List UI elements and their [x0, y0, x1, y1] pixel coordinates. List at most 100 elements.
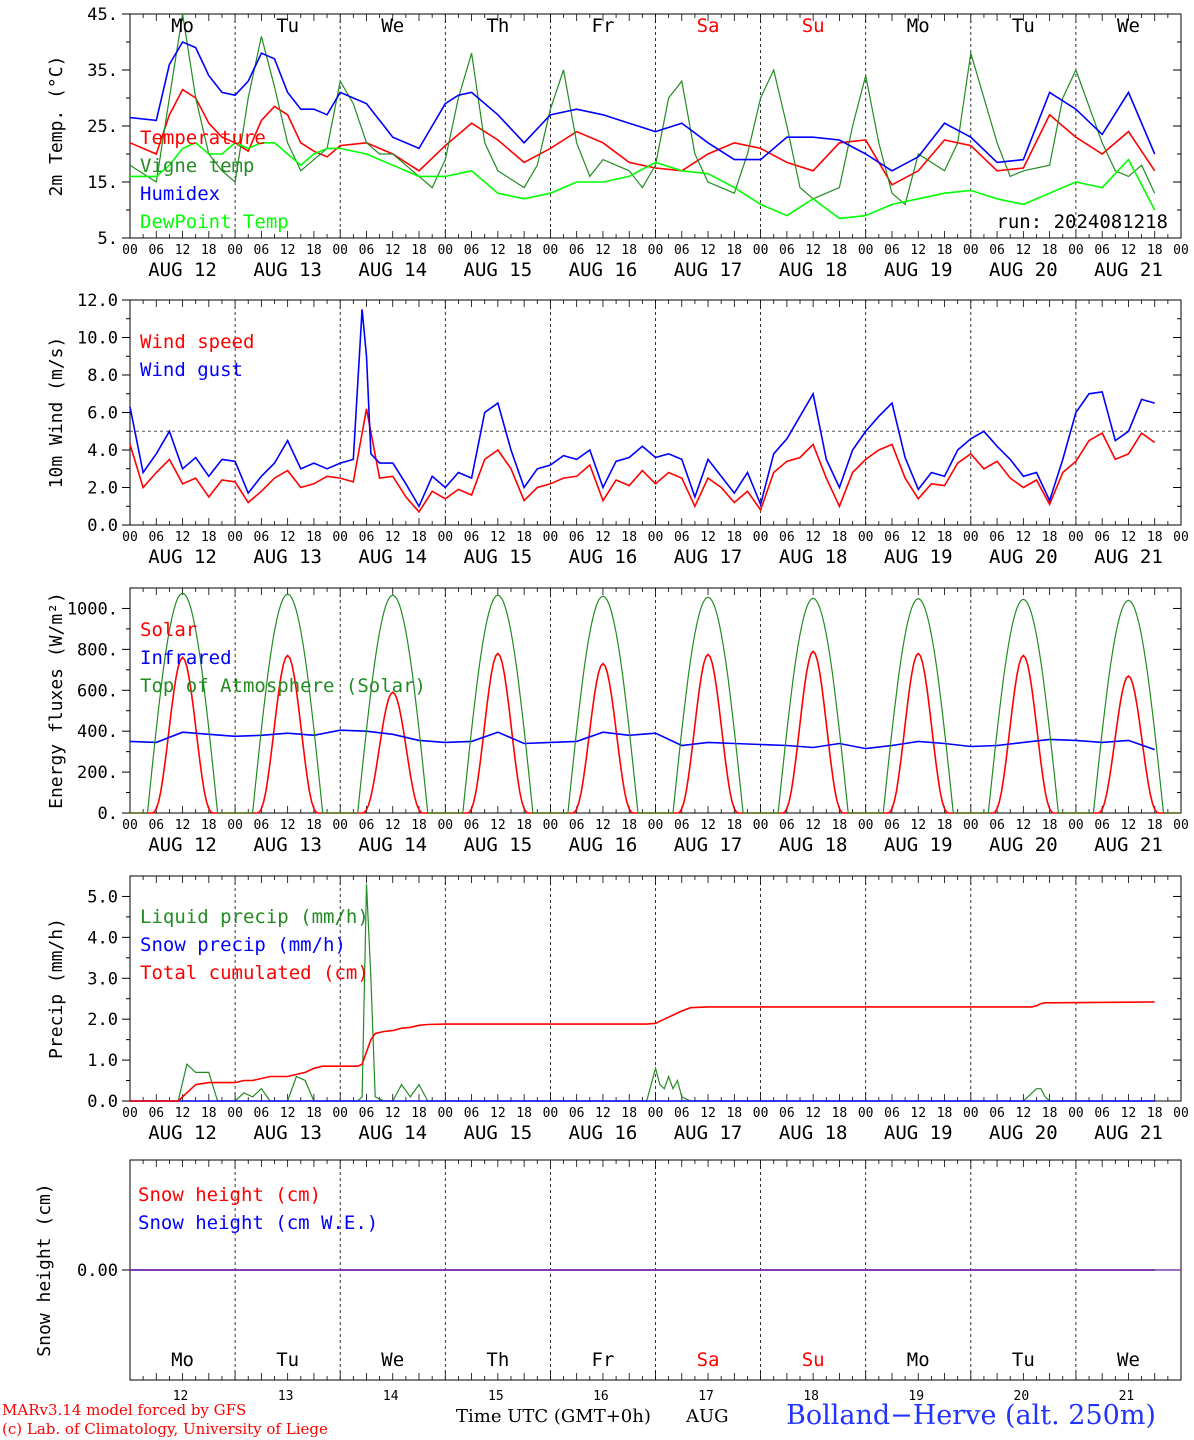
y-tick-label: 35.	[87, 61, 118, 81]
day-name-bottom: We	[1117, 1349, 1140, 1371]
hour-label: 06	[569, 243, 585, 258]
date-label: AUG 18	[779, 834, 848, 856]
hour-label: 12	[385, 818, 401, 833]
hour-label: 18	[832, 1106, 848, 1121]
hour-label: 12	[175, 1106, 191, 1121]
date-label: AUG 21	[1094, 546, 1163, 568]
legend-entry: Snow precip (mm/h)	[140, 934, 346, 956]
y-tick-label: 200.	[77, 763, 118, 783]
day-name-top: Fr	[592, 15, 615, 37]
date-label: AUG 18	[779, 546, 848, 568]
legend-entry: DewPoint Temp	[140, 211, 289, 233]
hour-label: 18	[1042, 818, 1058, 833]
y-tick-label: 0.0	[87, 516, 118, 536]
hour-label: 06	[148, 818, 164, 833]
hour-label: 12	[595, 243, 611, 258]
date-label: AUG 16	[569, 1122, 638, 1144]
hour-label: 18	[201, 243, 217, 258]
date-label: AUG 20	[989, 546, 1058, 568]
hour-label: 00	[1068, 818, 1084, 833]
hour-label: 12	[1016, 1106, 1032, 1121]
hour-label: 18	[306, 243, 322, 258]
y-tick-label: 25.	[87, 117, 118, 137]
y-tick-label: 0.00	[77, 1261, 118, 1281]
month-label: AUG	[686, 1406, 729, 1427]
hour-label: 06	[989, 818, 1005, 833]
date-label: AUG 15	[464, 259, 533, 281]
hour-label: 06	[989, 1106, 1005, 1121]
hour-label: 12	[385, 243, 401, 258]
day-name-bottom: Th	[486, 1349, 509, 1371]
date-label: AUG 17	[674, 1122, 743, 1144]
hour-label: 18	[516, 530, 532, 545]
hour-label: 18	[411, 1106, 427, 1121]
hour-label: 00	[858, 530, 874, 545]
hour-label: 06	[989, 530, 1005, 545]
day-number: 21	[1119, 1389, 1135, 1404]
hour-label: 00	[122, 530, 138, 545]
hour-label: 12	[805, 530, 821, 545]
legend-entry: Total cumulated (cm)	[140, 962, 369, 984]
day-number: 16	[593, 1389, 609, 1404]
hour-label: 18	[937, 530, 953, 545]
hour-label: 12	[1016, 243, 1032, 258]
hour-label: 00	[227, 1106, 243, 1121]
date-label: AUG 16	[569, 259, 638, 281]
date-label: AUG 21	[1094, 259, 1163, 281]
hour-label: 00	[753, 530, 769, 545]
legend-entry: Humidex	[140, 183, 220, 205]
hour-label: 00	[858, 243, 874, 258]
hour-label: 06	[884, 1106, 900, 1121]
hour-label: 18	[1147, 1106, 1163, 1121]
hour-label: 18	[411, 243, 427, 258]
y-tick-label: 4.0	[87, 441, 118, 461]
hour-label: 18	[832, 818, 848, 833]
hour-label: 00	[858, 1106, 874, 1121]
y-tick-label: 5.	[98, 229, 118, 249]
date-label: AUG 15	[464, 1122, 533, 1144]
hour-label: 12	[595, 530, 611, 545]
date-label: AUG 12	[148, 1122, 217, 1144]
hour-label: 00	[1173, 818, 1189, 833]
hour-label: 18	[726, 530, 742, 545]
hour-label: 12	[1121, 243, 1137, 258]
y-tick-label: 5.0	[87, 887, 118, 907]
series-vigne-temp	[129, 13, 1156, 206]
hour-label: 12	[910, 243, 926, 258]
y-axis-label: Precip (mm/h)	[46, 918, 67, 1059]
hour-label: 00	[227, 530, 243, 545]
day-name-bottom: Fr	[592, 1349, 615, 1371]
hour-label: 00	[1173, 1106, 1189, 1121]
day-name-top: Tu	[1012, 15, 1035, 37]
y-tick-label: 8.0	[87, 366, 118, 386]
hour-label: 00	[122, 1106, 138, 1121]
hour-label: 00	[963, 1106, 979, 1121]
series-top-of-atmosphere-solar-	[130, 592, 1179, 814]
hour-label: 18	[1147, 530, 1163, 545]
date-label: AUG 18	[779, 259, 848, 281]
hour-label: 12	[490, 818, 506, 833]
hour-label: 12	[385, 1106, 401, 1121]
hour-label: 12	[805, 243, 821, 258]
hour-label: 12	[805, 818, 821, 833]
hour-label: 06	[884, 530, 900, 545]
series-total-cumulated-cm-	[130, 1001, 1155, 1102]
hour-label: 00	[648, 243, 664, 258]
hour-label: 18	[832, 243, 848, 258]
hour-label: 00	[227, 818, 243, 833]
hour-label: 06	[779, 818, 795, 833]
y-tick-label: 600.	[77, 681, 118, 701]
hour-label: 06	[359, 243, 375, 258]
day-name-bottom: Tu	[276, 1349, 299, 1371]
y-axis-label: 10m Wind (m/s)	[46, 337, 67, 489]
hour-label: 18	[937, 1106, 953, 1121]
legend-entry: Liquid precip (mm/h)	[140, 906, 369, 928]
date-label: AUG 16	[569, 834, 638, 856]
hour-label: 18	[832, 530, 848, 545]
date-label: AUG 19	[884, 1122, 953, 1144]
series-infrared	[129, 729, 1155, 751]
series-humidex	[129, 40, 1156, 172]
hour-label: 12	[700, 243, 716, 258]
hour-label: 12	[280, 818, 296, 833]
day-name-bottom: Tu	[1012, 1349, 1035, 1371]
